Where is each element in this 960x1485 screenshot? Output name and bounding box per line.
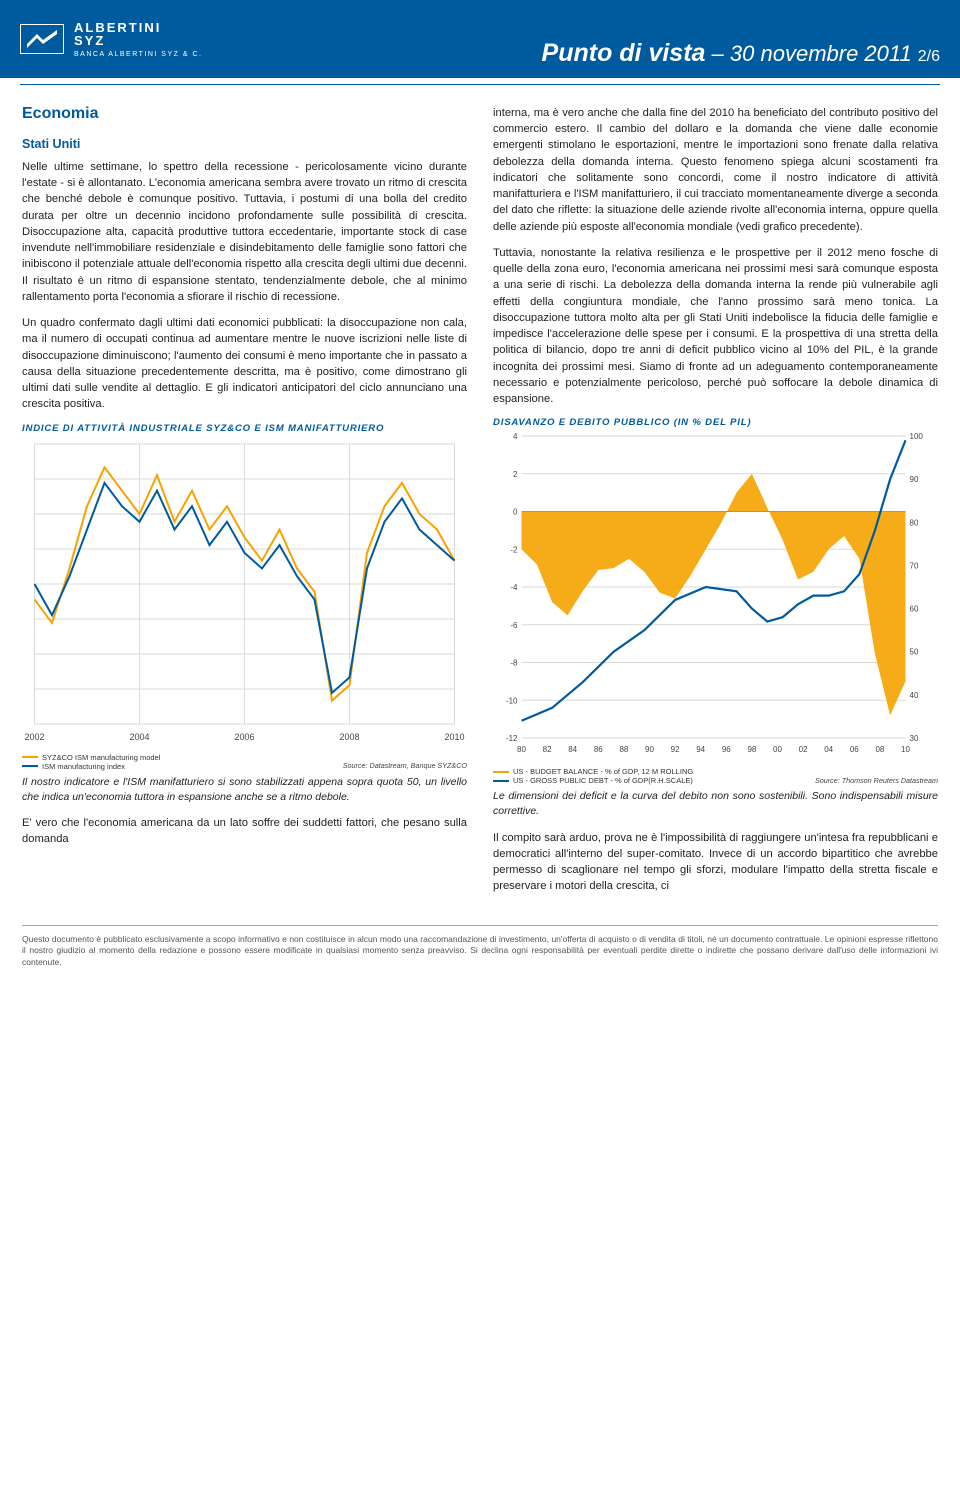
paragraph: Tuttavia, nonostante la relativa resilie…	[493, 245, 938, 407]
legend-label: US - BUDGET BALANCE - % of GDP, 12 M ROL…	[513, 767, 693, 776]
svg-text:88: 88	[619, 745, 628, 754]
page-indicator: 2/6	[918, 48, 940, 65]
svg-text:2002: 2002	[24, 732, 44, 742]
paragraph: interna, ma è vero anche che dalla fine …	[493, 105, 938, 235]
paragraph: E' vero che l'economia americana da un l…	[22, 815, 467, 847]
svg-text:4: 4	[513, 432, 518, 441]
brand-line1: ALBERTINI	[74, 21, 202, 34]
svg-text:-10: -10	[506, 696, 518, 705]
section-title: Economia	[22, 105, 467, 123]
subsection-title: Stati Uniti	[22, 137, 467, 151]
legend-label: US - GROSS PUBLIC DEBT - % of GDP(R.H.SC…	[513, 776, 693, 785]
svg-text:-4: -4	[510, 583, 518, 592]
svg-text:2008: 2008	[339, 732, 359, 742]
chart-title-right: DISAVANZO E DEBITO PUBBLICO (IN % DEL PI…	[493, 417, 938, 428]
paragraph: Un quadro confermato dagli ultimi dati e…	[22, 315, 467, 412]
svg-text:02: 02	[799, 745, 808, 754]
svg-text:2006: 2006	[234, 732, 254, 742]
svg-text:86: 86	[594, 745, 603, 754]
svg-text:40: 40	[910, 691, 919, 700]
svg-text:2004: 2004	[129, 732, 149, 742]
chart-title-left: INDICE DI ATTIVITÀ INDUSTRIALE SYZ&CO E …	[22, 423, 467, 434]
svg-text:60: 60	[910, 605, 919, 614]
svg-text:06: 06	[850, 745, 859, 754]
svg-text:08: 08	[875, 745, 884, 754]
svg-text:70: 70	[910, 562, 919, 571]
content-columns: Economia Stati Uniti Nelle ultime settim…	[0, 85, 960, 915]
left-column: Economia Stati Uniti Nelle ultime settim…	[22, 105, 467, 905]
chart-legend-left: SYZ&CO ISM manufacturing model ISM manuf…	[22, 753, 467, 771]
svg-text:80: 80	[910, 519, 919, 528]
svg-text:84: 84	[568, 745, 577, 754]
svg-text:90: 90	[910, 475, 919, 484]
svg-text:90: 90	[645, 745, 654, 754]
svg-text:10: 10	[901, 745, 910, 754]
brand-sub: BANCA ALBERTINI SYZ & C.	[74, 51, 202, 58]
svg-text:80: 80	[517, 745, 526, 754]
chart-source: Source: Datastream, Banque SYZ&CO	[343, 761, 467, 770]
svg-text:96: 96	[722, 745, 731, 754]
brand-logo: ALBERTINI SYZ BANCA ALBERTINI SYZ & C.	[20, 21, 202, 58]
svg-text:04: 04	[824, 745, 833, 754]
legend-swatch-icon	[22, 765, 38, 767]
page-header: ALBERTINI SYZ BANCA ALBERTINI SYZ & C. P…	[0, 0, 960, 78]
header-title: Punto di vista – 30 novembre 20112/6	[542, 39, 940, 68]
title-date: 30 novembre 2011	[730, 41, 912, 66]
svg-text:2010: 2010	[444, 732, 464, 742]
ism-chart: 2002 2004 2006 2008 2010	[22, 436, 467, 746]
paragraph: Nelle ultime settimane, lo spettro della…	[22, 159, 467, 305]
svg-text:92: 92	[671, 745, 680, 754]
brand-line2: SYZ	[74, 34, 202, 47]
svg-text:-8: -8	[510, 659, 518, 668]
chart-legend-right: US - BUDGET BALANCE - % of GDP, 12 M ROL…	[493, 767, 938, 785]
svg-text:0: 0	[513, 508, 518, 517]
chart-source: Source: Thomson Reuters Datastream	[815, 776, 938, 785]
brand-text: ALBERTINI SYZ BANCA ALBERTINI SYZ & C.	[74, 21, 202, 58]
svg-text:98: 98	[747, 745, 756, 754]
chart-caption: Il nostro indicatore e l'ISM manifatturi…	[22, 775, 467, 805]
svg-text:94: 94	[696, 745, 705, 754]
svg-text:50: 50	[910, 648, 919, 657]
svg-text:30: 30	[910, 734, 919, 743]
svg-text:82: 82	[543, 745, 552, 754]
svg-text:-12: -12	[506, 734, 518, 743]
legend-label: SYZ&CO ISM manufacturing model	[42, 753, 160, 762]
chart-caption: Le dimensioni dei deficit e la curva del…	[493, 789, 938, 819]
legend-label: ISM manufacturing index	[42, 762, 125, 771]
disclaimer-footer: Questo documento è pubblicato esclusivam…	[22, 925, 938, 982]
svg-text:-2: -2	[510, 545, 518, 554]
legend-swatch-icon	[493, 771, 509, 773]
paragraph: Il compito sarà arduo, prova ne è l'impo…	[493, 830, 938, 895]
svg-text:2: 2	[513, 470, 518, 479]
logo-mark-icon	[20, 24, 64, 54]
legend-swatch-icon	[493, 780, 509, 782]
right-column: interna, ma è vero anche che dalla fine …	[493, 105, 938, 905]
svg-text:-6: -6	[510, 621, 518, 630]
legend-swatch-icon	[22, 756, 38, 758]
svg-text:00: 00	[773, 745, 782, 754]
svg-text:100: 100	[910, 432, 924, 441]
title-main: Punto di vista	[542, 39, 706, 67]
deficit-debt-chart: -12-10-8-6-4-202430405060708090100808284…	[493, 430, 938, 760]
